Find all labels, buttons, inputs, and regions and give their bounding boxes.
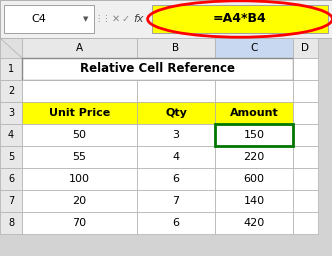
Bar <box>22 58 293 80</box>
Text: 100: 100 <box>69 174 90 184</box>
Bar <box>215 80 293 102</box>
Text: 140: 140 <box>243 196 265 206</box>
Bar <box>293 190 318 212</box>
Text: 4: 4 <box>8 130 14 140</box>
Bar <box>22 146 137 168</box>
Bar <box>152 5 328 33</box>
Text: 1: 1 <box>8 64 14 74</box>
Text: 3: 3 <box>8 108 14 118</box>
Text: Amount: Amount <box>230 108 278 118</box>
Bar <box>137 212 215 234</box>
Text: 6: 6 <box>173 218 180 228</box>
Bar <box>22 190 137 212</box>
Bar <box>215 102 293 124</box>
Text: Relative Cell Reference: Relative Cell Reference <box>80 62 235 76</box>
Bar <box>293 212 318 234</box>
Bar <box>22 124 137 146</box>
Text: ⋮⋮: ⋮⋮ <box>95 15 111 24</box>
Text: 2: 2 <box>8 86 14 96</box>
Bar <box>137 102 215 124</box>
Bar <box>293 168 318 190</box>
Bar <box>137 38 215 58</box>
Text: 5: 5 <box>8 152 14 162</box>
Bar <box>4 5 94 33</box>
Bar <box>0 168 22 190</box>
Bar <box>215 168 293 190</box>
Bar <box>215 212 293 234</box>
Bar <box>293 124 318 146</box>
Text: 55: 55 <box>72 152 87 162</box>
Bar <box>137 190 215 212</box>
Text: 600: 600 <box>243 174 265 184</box>
Text: fx: fx <box>133 14 143 24</box>
Text: ▼: ▼ <box>83 16 89 22</box>
Text: ✕: ✕ <box>112 14 120 24</box>
Bar <box>0 146 22 168</box>
Text: 7: 7 <box>8 196 14 206</box>
Bar <box>215 146 293 168</box>
Text: 70: 70 <box>72 218 87 228</box>
Text: =A4*B4: =A4*B4 <box>213 13 267 26</box>
Text: C4: C4 <box>32 14 46 24</box>
Text: 8: 8 <box>8 218 14 228</box>
Bar <box>293 58 318 80</box>
Bar <box>215 124 293 146</box>
Bar <box>137 168 215 190</box>
Text: D: D <box>301 43 309 53</box>
Bar <box>137 146 215 168</box>
Bar <box>137 80 215 102</box>
Text: 150: 150 <box>243 130 265 140</box>
Text: ✓: ✓ <box>122 14 130 24</box>
Bar <box>0 102 22 124</box>
Bar <box>137 124 215 146</box>
Bar <box>22 102 137 124</box>
Bar <box>293 80 318 102</box>
Bar <box>22 80 137 102</box>
Text: 6: 6 <box>173 174 180 184</box>
Text: 20: 20 <box>72 196 87 206</box>
Bar <box>0 58 22 80</box>
Text: 50: 50 <box>72 130 87 140</box>
Bar <box>293 38 318 58</box>
Text: 3: 3 <box>173 130 180 140</box>
Text: 220: 220 <box>243 152 265 162</box>
Text: 6: 6 <box>8 174 14 184</box>
Bar <box>0 212 22 234</box>
Bar <box>215 190 293 212</box>
Bar <box>0 80 22 102</box>
Text: 7: 7 <box>172 196 180 206</box>
Bar <box>0 38 22 58</box>
Text: C: C <box>250 43 258 53</box>
Bar <box>0 0 332 38</box>
Text: A: A <box>76 43 83 53</box>
Bar <box>22 38 137 58</box>
Bar <box>293 146 318 168</box>
Text: B: B <box>172 43 180 53</box>
Text: 420: 420 <box>243 218 265 228</box>
Bar <box>0 190 22 212</box>
Text: Unit Price: Unit Price <box>49 108 110 118</box>
Bar <box>215 124 293 146</box>
Text: 4: 4 <box>172 152 180 162</box>
Bar <box>22 212 137 234</box>
Bar <box>293 102 318 124</box>
Text: Qty: Qty <box>165 108 187 118</box>
Bar <box>22 168 137 190</box>
Bar <box>215 38 293 58</box>
Bar <box>0 124 22 146</box>
